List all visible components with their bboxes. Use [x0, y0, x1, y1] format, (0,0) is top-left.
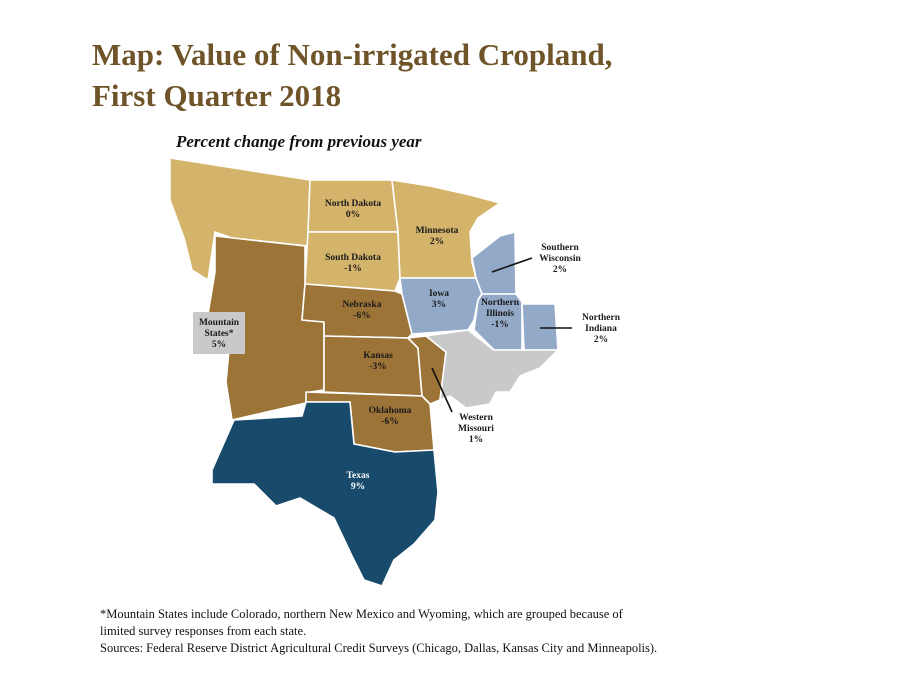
- label-northern-indiana-value: 2%: [594, 335, 608, 345]
- label-minnesota: Minnesota 2%: [416, 226, 459, 247]
- label-northern-illinois-line2: Illinois: [486, 309, 514, 319]
- label-oklahoma: Oklahoma -6%: [369, 406, 412, 427]
- label-south-dakota: South Dakota -1%: [325, 253, 381, 274]
- region-southern-wisconsin: [471, 231, 517, 295]
- title-line-2: First Quarter 2018: [92, 78, 342, 113]
- region-minnesota: [391, 179, 501, 279]
- label-mountain-states-value: 5%: [212, 340, 226, 350]
- label-nebraska: Nebraska -6%: [342, 300, 381, 321]
- label-iowa-name: Iowa: [429, 289, 449, 299]
- label-north-dakota-name: North Dakota: [325, 199, 381, 209]
- region-northern-indiana: [521, 303, 559, 351]
- label-northern-illinois: Northern Illinois -1%: [481, 298, 520, 330]
- label-texas-value: 9%: [351, 482, 365, 492]
- label-mountain-states: Mountain States* 5%: [199, 318, 240, 350]
- label-northern-indiana-line1: Northern: [582, 313, 621, 323]
- label-south-dakota-value: -1%: [344, 264, 361, 274]
- region-gray-missouri-illinois: [425, 329, 559, 409]
- map-subtitle: Percent change from previous year: [176, 132, 422, 151]
- region-texas: [211, 401, 439, 587]
- label-western-missouri-value: 1%: [469, 435, 483, 445]
- title-line-1: Map: Value of Non-irrigated Cropland,: [92, 37, 613, 72]
- label-southern-wisconsin-line1: Southern: [541, 243, 579, 253]
- leader-line-missouri: [431, 367, 453, 413]
- label-northern-illinois-line1: Northern: [481, 298, 520, 308]
- label-kansas: Kansas -3%: [363, 351, 393, 372]
- label-western-missouri: Western Missouri 1%: [458, 413, 494, 445]
- footnote-line-2: limited survey responses from each state…: [100, 624, 307, 638]
- label-oklahoma-value: -6%: [381, 417, 398, 427]
- label-minnesota-name: Minnesota: [416, 226, 459, 236]
- label-minnesota-value: 2%: [430, 237, 444, 247]
- label-nebraska-value: -6%: [353, 311, 370, 321]
- label-kansas-value: -3%: [369, 362, 386, 372]
- page-title: Map: Value of Non-irrigated Cropland, Fi…: [92, 34, 812, 116]
- label-southern-wisconsin-line2: Wisconsin: [539, 254, 581, 264]
- mountain-states-label-box: [193, 312, 245, 354]
- label-northern-indiana: Northern Indiana 2%: [582, 313, 621, 345]
- label-oklahoma-name: Oklahoma: [369, 406, 412, 416]
- leader-line-wisconsin: [491, 257, 533, 273]
- label-kansas-name: Kansas: [363, 351, 393, 361]
- label-nebraska-name: Nebraska: [342, 300, 381, 310]
- label-north-dakota: North Dakota 0%: [325, 199, 381, 220]
- label-texas-name: Texas: [347, 471, 370, 481]
- label-northern-indiana-line2: Indiana: [585, 324, 617, 334]
- footnote-sources: Sources: Federal Reserve District Agricu…: [100, 641, 658, 655]
- label-western-missouri-line1: Western: [459, 413, 493, 423]
- label-mountain-states-line1: Mountain: [199, 318, 240, 328]
- label-western-missouri-line2: Missouri: [458, 424, 494, 434]
- footnote: *Mountain States include Colorado, north…: [100, 606, 800, 657]
- footnote-line-1: *Mountain States include Colorado, north…: [100, 607, 623, 621]
- label-southern-wisconsin: Southern Wisconsin 2%: [539, 243, 581, 275]
- label-mountain-states-line2: States*: [204, 329, 233, 339]
- label-northern-illinois-value: -1%: [491, 320, 508, 330]
- label-iowa-value: 3%: [432, 300, 446, 310]
- label-iowa: Iowa 3%: [429, 289, 449, 310]
- label-south-dakota-name: South Dakota: [325, 253, 381, 263]
- label-north-dakota-value: 0%: [346, 210, 360, 220]
- label-texas: Texas 9%: [347, 471, 370, 492]
- label-southern-wisconsin-value: 2%: [553, 265, 567, 275]
